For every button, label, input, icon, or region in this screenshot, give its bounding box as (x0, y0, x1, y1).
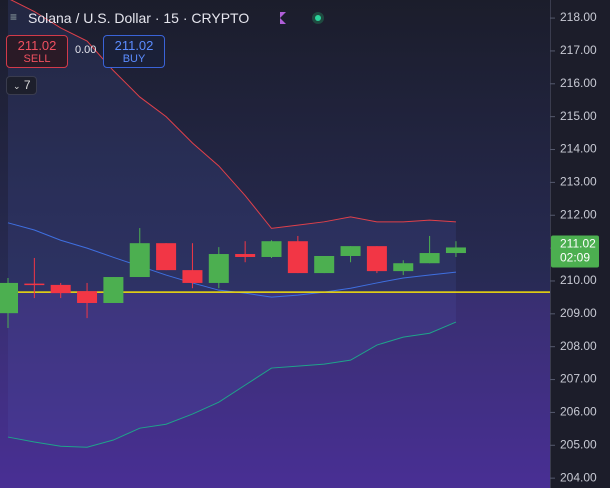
y-tick-label: 205.00 (560, 437, 597, 451)
y-tick-label: 213.00 (560, 175, 597, 189)
y-tick-label: 212.00 (560, 207, 597, 221)
y-tick-label: 216.00 (560, 76, 597, 90)
candle-body (393, 263, 414, 272)
last-price-box (551, 235, 599, 268)
buy-price: 211.02 (114, 38, 154, 53)
spread: 0.00 (75, 44, 97, 56)
candle-body (235, 254, 256, 257)
menu-icon[interactable]: ≡ (10, 10, 18, 24)
last-price-label: 211.02 (560, 237, 596, 251)
y-tick-label: 218.00 (560, 10, 597, 24)
candle-body (445, 247, 466, 254)
y-tick-label: 209.00 (560, 306, 597, 320)
buy-label: BUY (122, 53, 146, 65)
y-tick-label: 210.00 (560, 273, 597, 287)
symbol-title[interactable]: Solana / U.S. Dollar · 15 · CRYPTO (28, 10, 250, 26)
candle-body (208, 254, 229, 283)
band-lower (7, 321, 457, 448)
candle-body (24, 283, 45, 286)
candle-body (77, 291, 98, 303)
buy-button[interactable]: 211.02 BUY (103, 35, 165, 68)
sell-label: SELL (23, 53, 51, 65)
candle-body (129, 243, 150, 278)
candle-body (366, 246, 387, 272)
y-tick-label: 217.00 (560, 43, 597, 57)
candle-body (287, 241, 308, 274)
candle-body (314, 255, 335, 274)
candle-body (261, 241, 282, 257)
candle-body (156, 243, 177, 271)
candle-body (50, 284, 71, 294)
sell-price: 211.02 (17, 38, 57, 53)
price-line-shade (0, 292, 550, 488)
y-tick-label: 207.00 (560, 372, 597, 386)
candle-body (0, 282, 18, 314)
candle-body (419, 253, 440, 264)
y-tick-label: 215.00 (560, 109, 597, 123)
chevron: ⌄ (13, 81, 21, 91)
candle-body (340, 246, 361, 256)
flag-icon[interactable] (280, 12, 286, 24)
countdown: 02:09 (560, 251, 590, 265)
sell-button[interactable]: 211.02 SELL (6, 35, 68, 68)
band-upper (10, 0, 456, 229)
indicator-count: 7 (23, 78, 31, 92)
indicator-toggle[interactable]: ⌄ 7 (6, 76, 37, 95)
y-tick-label: 206.00 (560, 405, 597, 419)
candle-body (103, 277, 124, 303)
band-fill (8, 0, 456, 448)
y-tick-label: 208.00 (560, 339, 597, 353)
y-tick-label: 214.00 (560, 142, 597, 156)
status-dot (312, 12, 324, 24)
candle-body (182, 270, 203, 283)
plot (0, 0, 550, 488)
y-tick-label: 204.00 (560, 470, 597, 484)
